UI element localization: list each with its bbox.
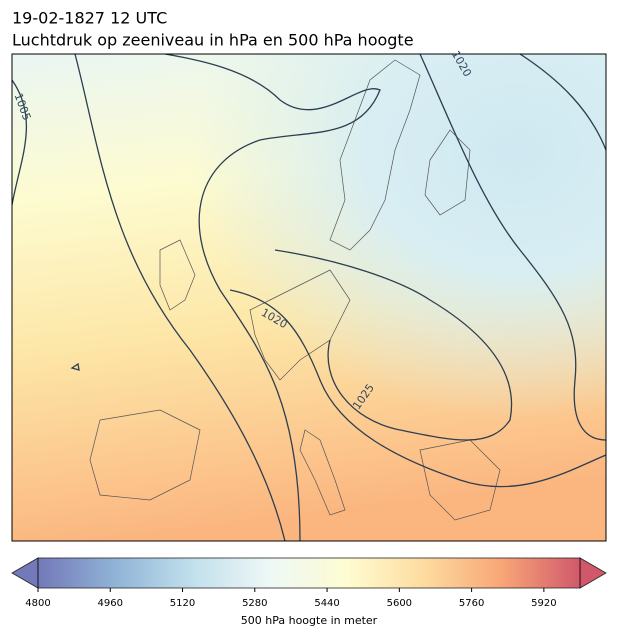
colorbar-body (37, 557, 581, 589)
colorbar-tick-label: 4800 (25, 598, 50, 609)
colorbar-tick-label: 4960 (98, 598, 123, 609)
subtitle: Luchtdruk op zeeniveau in hPa en 500 hPa… (12, 31, 414, 50)
map (12, 54, 606, 541)
colorbar-extend (11, 557, 39, 589)
colorbar-tick-label: 5440 (314, 598, 339, 609)
colorbar: 4800 4960 5120 5280 5440 5600 5760 5920 (11, 557, 607, 609)
colorbar-tick-label: 5280 (242, 598, 267, 609)
colorbar-tick-label: 5760 (459, 598, 484, 609)
colorbar-tick-label: 5600 (387, 598, 412, 609)
colorbar-label: 500 hPa hoogte in meter (241, 614, 378, 627)
colorbar-extend (579, 557, 607, 589)
title: 19-02-1827 12 UTC (12, 9, 167, 28)
map-frame (11, 53, 607, 542)
colorbar-tick-label: 5920 (531, 598, 556, 609)
colorbar-tick-label: 5120 (170, 598, 195, 609)
